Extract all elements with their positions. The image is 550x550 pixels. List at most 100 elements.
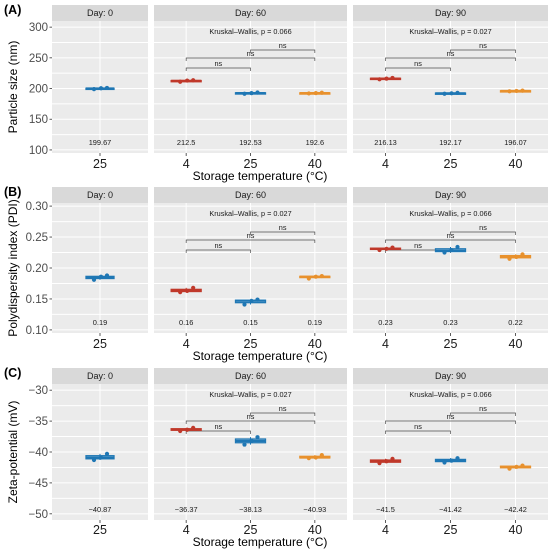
kruskal-wallis-label: Kruskal–Wallis, p = 0.066 [409, 209, 491, 218]
comparison-label: ns [214, 422, 222, 431]
data-point [242, 302, 247, 307]
comparison-bracket [185, 430, 251, 434]
x-tick-label: 40 [509, 523, 523, 537]
comparison-bracket [250, 231, 316, 235]
comparison-bracket [185, 239, 316, 243]
median-value-label: 212.5 [177, 138, 196, 147]
data-point [390, 75, 395, 81]
data-point [377, 77, 382, 82]
y-tick-label: 150 [29, 114, 48, 126]
data-point [507, 256, 512, 261]
data-point [191, 285, 196, 290]
data-point [249, 438, 254, 443]
y-tick-label: 0.10 [26, 325, 48, 337]
facet-strip [353, 5, 548, 21]
y-tick-label: 300 [29, 22, 48, 34]
x-tick-label: 25 [444, 337, 458, 351]
median-value-label: 199.67 [89, 138, 112, 147]
facet-panel: Day: 0 25 0.19 [52, 187, 148, 351]
data-point [242, 91, 247, 96]
x-tick-label: 4 [183, 523, 190, 537]
data-point [98, 274, 104, 279]
y-axis-title: Zeta-potential (mV) [6, 401, 20, 504]
kruskal-wallis-label: Kruskal–Wallis, p = 0.027 [409, 27, 491, 36]
data-point [377, 247, 382, 253]
data-point [178, 290, 183, 295]
data-point [520, 88, 525, 93]
panel-letter: (A) [4, 3, 21, 17]
comparison-label: ns [414, 59, 422, 68]
median-value-label: −38.13 [239, 505, 262, 514]
data-point [191, 78, 196, 83]
facet-strip-label: Day: 60 [235, 8, 266, 18]
data-point [313, 455, 318, 460]
data-point [255, 90, 260, 95]
chart-row-2: (B)Polydispersity index (PDI) 0.10 0.15 0.2… [4, 185, 548, 363]
data-point [319, 90, 324, 95]
data-point [306, 276, 311, 281]
median-value-label: 0.19 [308, 318, 322, 327]
y-tick-label: −30 [28, 385, 48, 397]
x-tick-label: 4 [382, 337, 389, 351]
comparison-bracket [385, 420, 516, 424]
facet-panel: Day: 0 25 −40.87 [52, 368, 148, 537]
comparison-bracket [385, 430, 451, 434]
y-axis-title: Particle size (nm) [6, 41, 20, 134]
facet-strip [353, 187, 548, 203]
data-point [255, 435, 260, 440]
facet-panel: Day: 90 4 25 40 Kruskal–Wallis, p = 0.027 ns n… [353, 5, 548, 171]
y-tick-label: 0.25 [26, 232, 48, 244]
comparison-bracket [450, 49, 516, 53]
x-tick-label: 25 [93, 523, 107, 537]
data-point [449, 91, 454, 96]
comparison-bracket [185, 420, 316, 424]
data-point [507, 89, 512, 94]
data-point [384, 246, 389, 251]
x-tick-label: 4 [183, 157, 190, 171]
data-point [507, 466, 512, 471]
y-tick-label: 0.30 [26, 201, 48, 213]
median-value-label: 0.15 [243, 318, 257, 327]
comparison-bracket [185, 249, 251, 253]
comparison-bracket [450, 231, 516, 235]
kruskal-wallis-label: Kruskal–Wallis, p = 0.027 [209, 209, 291, 218]
data-point [514, 88, 519, 94]
median-value-label: 0.19 [93, 318, 107, 327]
x-tick-label: 40 [509, 337, 523, 351]
y-tick-label: 250 [29, 53, 48, 65]
x-tick-label: 25 [244, 523, 258, 537]
comparison-label: ns [247, 412, 255, 421]
median-value-label: 192.53 [239, 138, 262, 147]
x-tick-label: 25 [444, 523, 458, 537]
x-tick-label: 25 [93, 157, 107, 171]
median-value-label: 192.17 [439, 138, 462, 147]
comparison-bracket [250, 49, 316, 53]
comparison-label: ns [479, 223, 487, 232]
data-point [242, 442, 247, 447]
data-point [442, 250, 447, 255]
facet-panel: Day: 60 4 25 40 Kruskal–Wallis, p = 0.027 ns n… [154, 368, 347, 537]
comparison-label: ns [479, 404, 487, 413]
data-point [249, 298, 254, 303]
facet-strip-label: Day: 90 [435, 190, 466, 200]
data-point [377, 461, 382, 466]
comparison-bracket [385, 67, 451, 71]
comparison-label: ns [279, 41, 287, 50]
median-value-label: 0.23 [378, 318, 392, 327]
comparison-label: ns [414, 241, 422, 250]
comparison-bracket [450, 412, 516, 416]
comparison-bracket [250, 412, 316, 416]
data-point [514, 464, 519, 469]
median-value-label: −42.42 [504, 505, 527, 514]
x-axis-title: Storage temperature (°C) [193, 349, 328, 363]
panel-letter: (C) [4, 366, 21, 380]
median-value-label: −41.5 [376, 505, 395, 514]
y-tick-label: 100 [29, 145, 48, 157]
kruskal-wallis-label: Kruskal–Wallis, p = 0.066 [409, 390, 491, 399]
facet-strip [52, 368, 148, 384]
median-value-label: 0.22 [508, 318, 522, 327]
chart-row-3: (C) Zeta-potential (mV) −50 −45 −40 −35 −30 Day… [4, 366, 548, 549]
x-tick-label: 40 [509, 157, 523, 171]
facet-strip [154, 187, 347, 203]
comparison-label: ns [214, 241, 222, 250]
